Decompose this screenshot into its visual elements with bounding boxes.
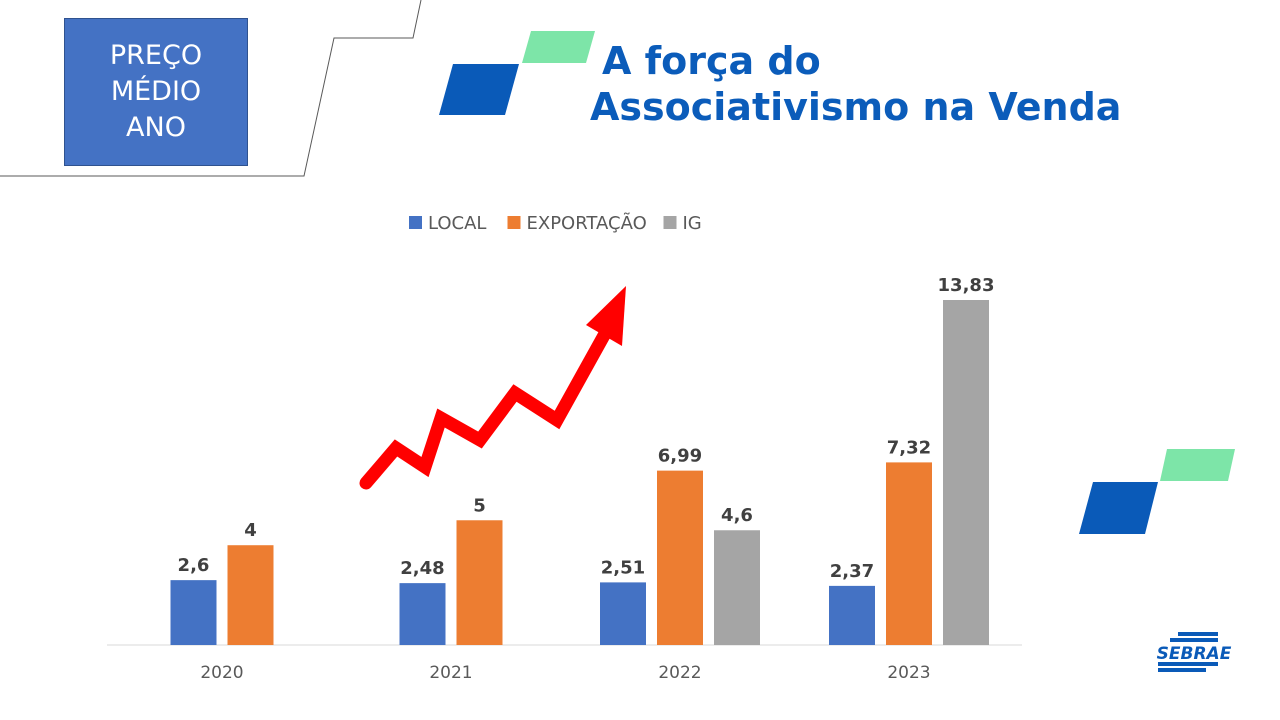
legend-label: LOCAL xyxy=(428,213,486,234)
badge-line-2: MÉDIO xyxy=(110,76,202,107)
page-title: A força do Associativismo na Venda xyxy=(590,38,1230,130)
bar-exportao-2021 xyxy=(456,520,503,645)
legend-swatch xyxy=(663,216,677,229)
legend-swatch xyxy=(409,216,422,229)
sebrae-logo-text: SEBRAE xyxy=(1157,644,1232,664)
bar-local-2022 xyxy=(600,582,646,645)
sebrae-logo: SEBRAE xyxy=(1157,632,1232,672)
x-tick-label: 2022 xyxy=(658,663,701,683)
side-light-parallelogram xyxy=(1160,449,1235,481)
divider-line xyxy=(0,0,422,177)
data-label-2020: 2,6 xyxy=(178,555,210,576)
legend-label: EXPORTAÇÃO xyxy=(527,212,647,234)
data-label-2023: 7,32 xyxy=(887,437,931,458)
data-label-2021: 2,48 xyxy=(400,558,444,579)
sebrae-logo-bar-lower xyxy=(1158,662,1218,666)
trend-arrow-shaft xyxy=(359,323,614,490)
bar-ig-2023 xyxy=(943,300,989,645)
legend-swatch xyxy=(507,216,521,229)
bar-ig-2022 xyxy=(714,530,760,645)
x-tick-label: 2020 xyxy=(200,663,243,683)
badge-line-3: ANO xyxy=(126,112,186,143)
x-tick-label: 2023 xyxy=(887,663,930,683)
badge-line-1: PREÇO xyxy=(109,40,203,71)
data-label-2022: 2,51 xyxy=(601,557,645,578)
bar-local-2023 xyxy=(829,585,875,645)
side-dark-parallelogram xyxy=(1079,482,1158,534)
data-label-2023: 13,83 xyxy=(938,275,995,296)
bar-exportao-2022 xyxy=(657,470,703,645)
data-label-2022: 4,6 xyxy=(721,505,753,526)
data-label-2021: 5 xyxy=(473,495,486,516)
data-label-2023: 2,37 xyxy=(830,561,874,582)
price-badge: PREÇO MÉDIO ANO xyxy=(64,18,248,166)
sebrae-logo-bar-bottom xyxy=(1158,668,1206,672)
logo-dark-parallelogram xyxy=(439,64,519,115)
bar-local-2021 xyxy=(399,583,446,645)
bar-exportao-2023 xyxy=(886,462,932,645)
bar-exportao-2020 xyxy=(227,545,274,645)
logo-light-parallelogram xyxy=(522,31,595,63)
sebrae-logo-bar-upper xyxy=(1170,638,1218,642)
bar-local-2020 xyxy=(170,580,217,645)
title-line-2: Associativismo na Venda xyxy=(590,85,1122,129)
legend-label: IG xyxy=(683,213,702,234)
data-label-2022: 6,99 xyxy=(658,446,702,467)
sebrae-logo-bar-top xyxy=(1178,632,1218,636)
x-tick-label: 2021 xyxy=(429,663,472,683)
trend-arrow-head xyxy=(586,286,626,346)
title-line-1: A força do xyxy=(602,39,821,83)
data-label-2020: 4 xyxy=(244,520,257,541)
